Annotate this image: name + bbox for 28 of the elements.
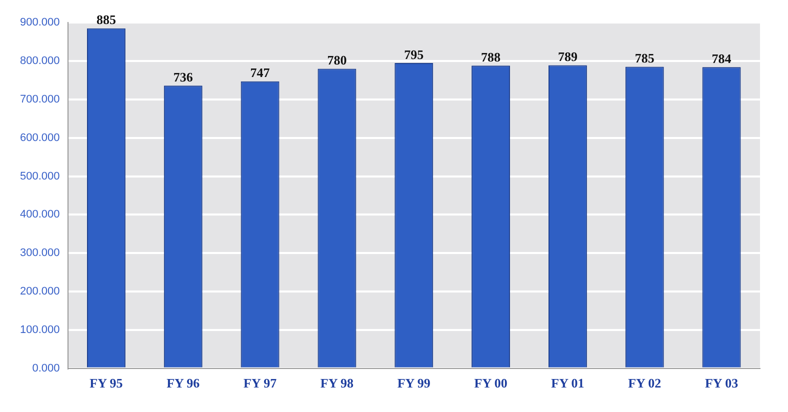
x-tick-label: FY 99 — [397, 376, 431, 391]
y-tick-label: 200.000 — [20, 286, 60, 298]
x-tick-label: FY 95 — [90, 376, 124, 391]
x-tick-label: FY 97 — [243, 376, 278, 391]
y-tick-label: 900.000 — [20, 16, 60, 29]
x-tick-label: FY 96 — [166, 376, 200, 391]
data-label: 736 — [173, 69, 194, 84]
y-tick-label: 0.000 — [32, 362, 60, 374]
x-tick-label: FY 03 — [704, 376, 739, 391]
data-label: 747 — [250, 65, 270, 80]
y-tick-label: 300.000 — [20, 247, 60, 260]
data-label: 885 — [96, 12, 116, 28]
x-tick-label: FY 02 — [628, 376, 662, 391]
x-tick-label: FY 00 — [474, 376, 508, 391]
data-label: 788 — [481, 49, 502, 64]
data-label: 789 — [558, 49, 578, 64]
y-tick-label: 500.000 — [20, 170, 60, 182]
y-tick-label: 600.000 — [20, 132, 60, 144]
data-label: 784 — [712, 51, 732, 66]
y-tick-label: 400.000 — [20, 208, 60, 221]
data-label: 780 — [327, 52, 347, 68]
y-tick-label: 100.000 — [20, 324, 60, 336]
y-tick-label: 700.000 — [20, 93, 60, 106]
x-tick-label: FY 01 — [551, 376, 584, 391]
data-label: 795 — [404, 46, 424, 62]
data-label: 785 — [634, 50, 655, 66]
y-tick-label: 800.000 — [20, 55, 60, 68]
x-tick-label: FY 98 — [320, 376, 354, 391]
